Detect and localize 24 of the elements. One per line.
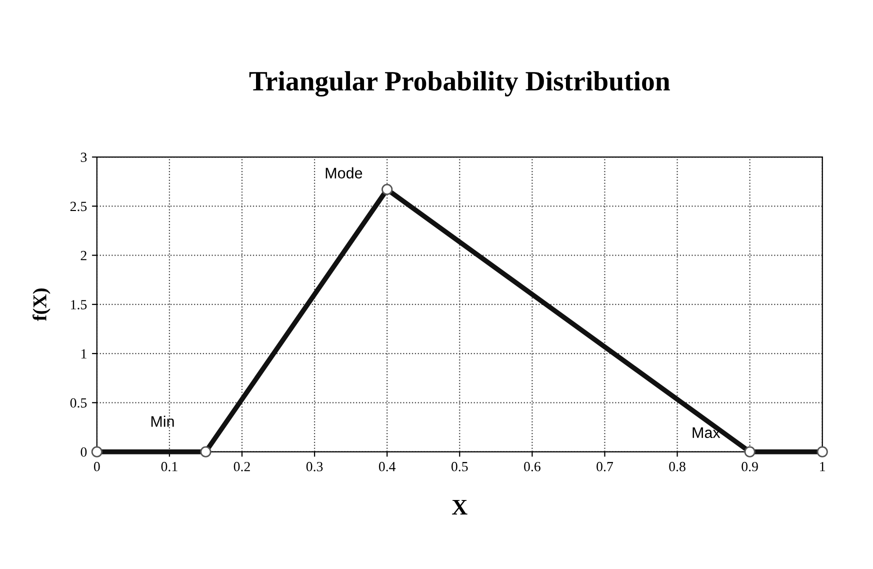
x-tick-label: 0.6: [524, 462, 540, 472]
y-axis-title: f(X): [32, 288, 50, 322]
x-tick-label: 0.2: [234, 462, 250, 472]
y-tick-label: 0: [80, 447, 87, 457]
annotation: Min: [151, 416, 174, 427]
x-tick-label: 0.5: [451, 462, 468, 472]
x-tick-label: 0: [94, 462, 100, 472]
chart-title: Triangular Probability Distribution: [249, 71, 670, 97]
x-tick-label: 0.3: [306, 462, 323, 472]
x-tick-label: 0.8: [669, 462, 686, 472]
x-tick-label: 0.7: [596, 462, 614, 472]
annotation: Mode: [326, 167, 362, 179]
x-axis-title: X: [452, 500, 468, 515]
y-tick-label: 1.5: [71, 300, 87, 310]
x-tick-label: 1: [820, 462, 826, 472]
y-tick-label: 2: [80, 250, 86, 260]
y-tick-label: 1: [81, 349, 86, 358]
y-tick-label: 3: [80, 152, 87, 162]
x-tick-label: 0.9: [742, 462, 758, 472]
y-tick-label: 2.5: [70, 202, 87, 212]
annotation: Max: [692, 427, 720, 438]
x-tick-label: 0.1: [161, 462, 178, 472]
y-tick-label: 0.5: [70, 398, 87, 408]
x-tick-label: 0.4: [378, 462, 396, 472]
